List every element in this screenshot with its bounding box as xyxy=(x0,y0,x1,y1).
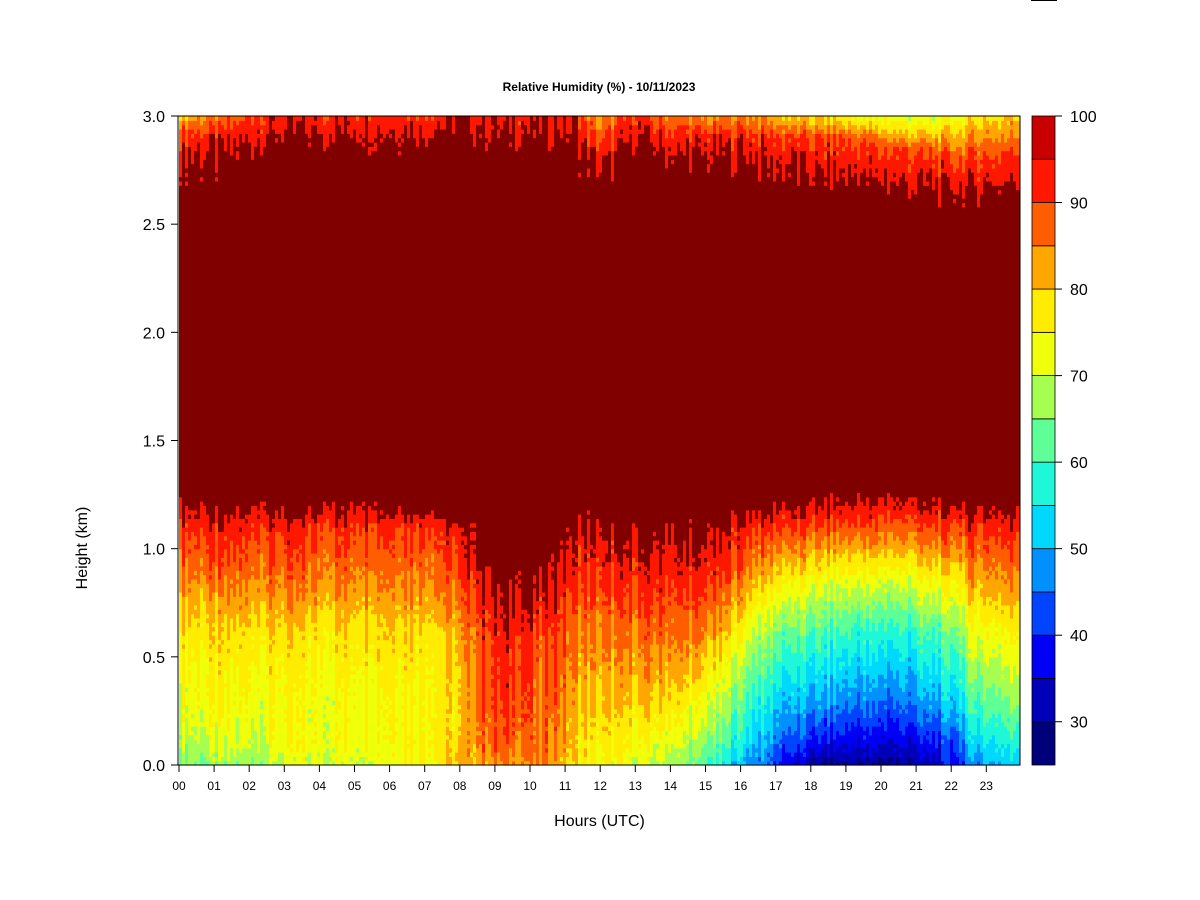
heatmap-field xyxy=(179,116,1020,766)
